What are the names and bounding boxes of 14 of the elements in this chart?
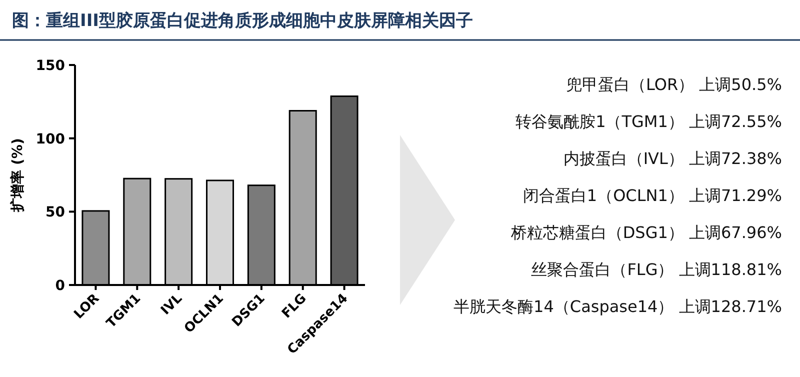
text: 兜甲蛋白（LOR） 上调50.5%	[566, 75, 782, 94]
y-tick-label: 150	[36, 58, 66, 74]
y-tick-label: 100	[36, 131, 66, 148]
chart-title: 图：重组III型胶原蛋白促进角质形成细胞中皮肤屏障相关因子	[12, 11, 473, 31]
text: 闭合蛋白1（OCLN1） 上调71.29%	[522, 186, 782, 205]
text: 内披蛋白（IVL） 上调72.38%	[563, 149, 782, 168]
text: 桥粒芯糖蛋白（DSG1） 上调67.96%	[510, 223, 782, 242]
text: 丝聚合蛋白（FLG） 上调118.81%	[531, 260, 782, 279]
text: 转谷氨酰胺1（TGM1） 上调72.55%	[516, 112, 782, 131]
text: 半胱天冬酶14（Caspase14） 上调128.71%	[454, 297, 782, 316]
y-axis-title: 扩增率 (%)	[9, 138, 26, 213]
y-tick-label: 50	[46, 204, 66, 221]
x-tick-label: IVL	[158, 291, 186, 318]
y-tick-label: 0	[55, 278, 66, 294]
